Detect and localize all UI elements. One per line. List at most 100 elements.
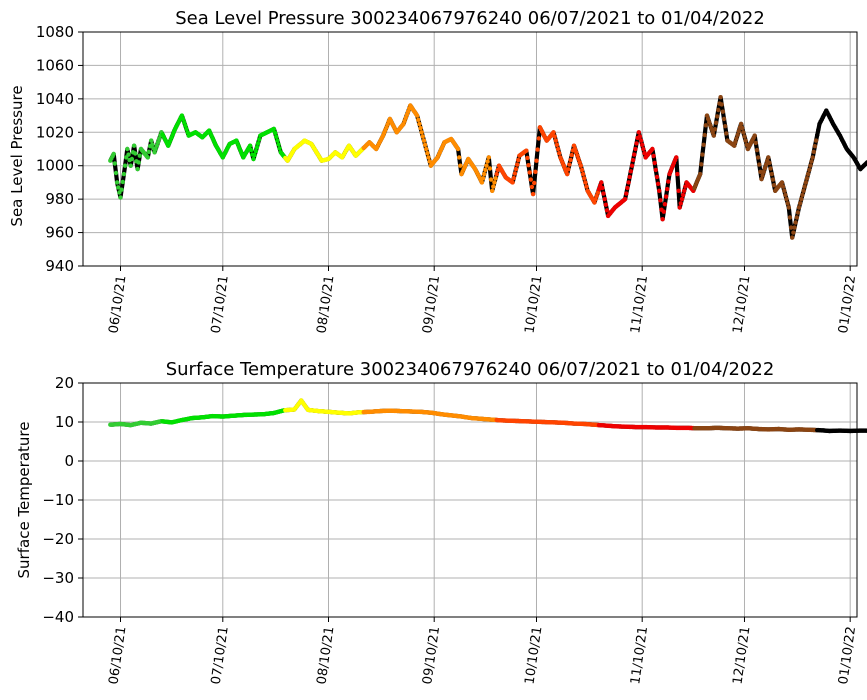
pressure-data-point [491,184,496,189]
pressure-data-point [732,143,737,148]
temperature-ytick-label: −30 [42,569,74,587]
temperature-axes: −40 −30 −20 −10 0 10 20 06/10/21 07/10/21 08/10/2… [42,374,859,685]
pressure-data-point [145,155,150,160]
pressure-data-point [513,166,519,172]
pressure-data-point [624,191,629,196]
pressure-data-point [802,184,807,189]
pressure-data-point [569,152,574,158]
pressure-data-point [582,176,587,181]
pressure-data-point [426,155,431,160]
pressure-data-point [710,130,715,135]
pressure-data-point [422,142,428,147]
pressure-data-point [757,162,762,167]
pressure-data-point [568,157,573,163]
pressure-data-point [674,155,679,160]
pressure-data-point [809,159,814,164]
pressure-data-point [557,151,562,156]
pressure-data-point [479,180,485,185]
pressure-data-point [128,163,133,168]
pressure-data-point [780,184,786,189]
pressure-data-point [125,146,130,152]
pressure-data-point [709,126,714,132]
pressure-data-point [554,142,560,147]
pressure-data-point [271,126,277,132]
pressure-data-point [129,156,135,162]
pressure-data-point [593,196,598,202]
temperature-xtick-label: 01/10/22 [836,625,859,685]
pressure-data-point [633,146,638,152]
pressure-data-point [121,171,127,177]
pressure-data-point [592,200,597,205]
pressure-data-point [627,174,632,180]
pressure-xtick-label: 09/10/21 [420,274,443,334]
pressure-data-point [713,120,719,126]
pressure-data-point [700,152,705,157]
pressure-data-point [678,201,683,206]
pressure-data-point [524,148,529,153]
pressure-data-point [769,171,774,177]
pressure-data-point [425,151,430,156]
pressure-data-point [133,151,138,156]
pressure-data-point [813,138,819,143]
temperature-ytick-label: −20 [42,530,74,548]
pressure-data-point [595,190,601,195]
surface-temperature-ylabel: Surface Temperature [15,422,33,579]
pressure-data-point [629,163,635,168]
pressure-axes: 940 960 980 1000 1020 1040 1060 1080 06/10/21 07/… [36,23,859,334]
pressure-data-point [792,225,797,230]
pressure-data-point [149,138,154,143]
pressure-data-point [721,116,727,122]
temperature-xtick-label: 10/10/21 [522,625,545,685]
pressure-data-point [111,151,116,157]
pressure-data-point [571,143,577,148]
pressure-data-point [551,130,556,135]
pressure-data-point [136,160,141,165]
pressure-data-point [572,146,578,152]
temperature-ytick-label: −10 [42,491,74,509]
pressure-data-point [753,140,758,146]
pressure-ytick-label: 1080 [36,23,74,41]
pressure-data-point [492,180,497,185]
pressure-data-point [800,192,805,198]
pressure-data-point [793,220,798,225]
pressure-data-point [530,191,536,197]
pressure-data-point [790,235,795,240]
pressure-data-point [798,201,803,206]
pressure-data-point [680,192,686,198]
pressure-data-point [484,163,489,168]
temperature-xtick-label: 12/10/21 [730,625,753,685]
pressure-data-point [580,171,586,177]
pressure-data-point [658,198,663,203]
pressure-data-point [628,169,633,174]
pressure-data-point [574,150,579,155]
pressure-data-point [424,146,429,152]
pressure-data-point [782,188,787,193]
pressure-data-point [257,137,262,142]
pressure-data-point [553,138,558,143]
pressure-data-point [249,147,254,153]
pressure-data-point [715,114,720,119]
pressure-data-point [660,217,665,222]
pressure-data-point [114,180,120,185]
pressure-data-point [516,157,521,163]
pressure-data-point [677,205,682,210]
temperature-xtick-label: 07/10/21 [209,625,232,685]
pressure-data-point [601,191,606,196]
pressure-data-point [657,188,662,193]
pressure-data-point [600,185,605,191]
pressure-ytick-label: 1020 [36,123,74,141]
pressure-data-point [699,162,704,167]
pressure-data-point [534,158,539,163]
pressure-data-point [763,162,769,167]
pressure-ytick-label: 960 [45,224,74,242]
pressure-data-point [525,155,530,161]
pressure-data-point [482,171,487,177]
pressure-data-point [801,188,806,193]
pressure-data-point [736,129,741,134]
pressure-data-point [733,139,738,145]
surface-temperature-title: Surface Temperature 300234067976240 06/0… [166,359,775,380]
pressure-data-point [785,201,790,206]
pressure-data-point [799,196,804,202]
pressure-data-point [535,147,540,152]
pressure-data-point [734,136,739,141]
